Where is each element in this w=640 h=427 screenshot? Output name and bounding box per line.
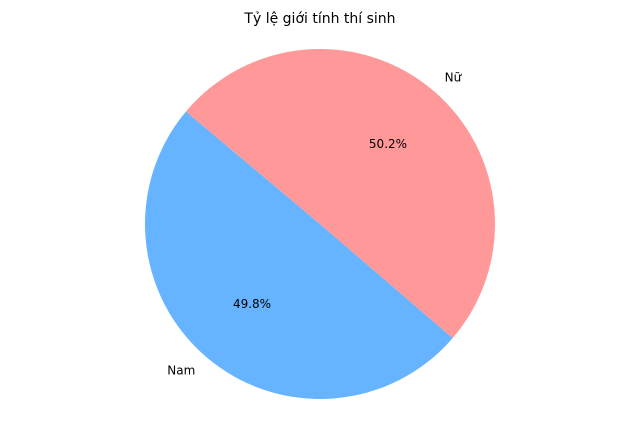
pie-slice-0 (145, 111, 453, 399)
pie-labels: Nam 49.8% Nữ 50.2% (167, 70, 462, 377)
chart-title: Tỷ lệ giới tính thí sinh (243, 11, 395, 27)
slice-label-0: Nam (167, 364, 195, 378)
pie-slice-1 (185, 48, 496, 339)
slice-label-1: Nữ (445, 70, 463, 84)
slice-pct-label-1: 50.2% (369, 137, 407, 151)
slice-pct-label-0: 49.8% (233, 297, 271, 311)
pie-slices (145, 48, 496, 399)
